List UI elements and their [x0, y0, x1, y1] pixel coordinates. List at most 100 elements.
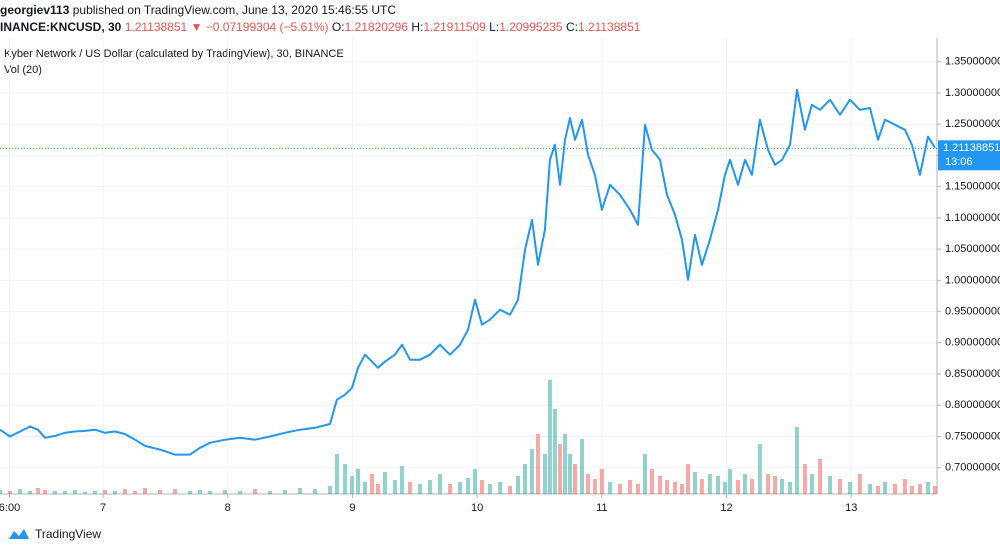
- volume-bar: [356, 469, 361, 494]
- volume-bar: [350, 476, 355, 494]
- last-price-box: [938, 140, 1000, 171]
- volume-bar: [334, 454, 339, 494]
- volume-bar: [298, 488, 303, 494]
- ohlc-value: 1.21820296: [344, 20, 408, 34]
- volume-bar: [498, 482, 503, 494]
- volume-bar: [62, 491, 67, 494]
- volume-bar: [679, 484, 684, 494]
- volume-bar: [43, 490, 48, 494]
- volume-bar: [508, 486, 513, 494]
- y-tick-label: 0.70000000: [945, 462, 1000, 474]
- volume-bar: [529, 449, 534, 494]
- volume-bar: [892, 484, 897, 494]
- y-tick-label: 0.85000000: [945, 368, 1000, 380]
- volume-bar: [427, 480, 432, 494]
- volume-bar: [917, 484, 922, 494]
- logo: [9, 529, 29, 539]
- volume-bar: [437, 474, 442, 494]
- volume-bar: [522, 464, 527, 494]
- volume-bar: [93, 491, 98, 494]
- volume-bar: [102, 490, 107, 494]
- y-tick-label: 1.35000000: [945, 56, 1000, 68]
- volume-bar: [572, 464, 577, 494]
- volume-bar: [83, 492, 88, 494]
- volume-bar: [673, 482, 678, 494]
- x-tick-label: 6:00: [0, 502, 20, 514]
- volume-bar: [327, 486, 332, 494]
- volume-bar: [857, 474, 862, 494]
- x-tick-label: 12: [720, 502, 732, 514]
- volume-bar: [779, 479, 784, 494]
- x-tick-label: 8: [225, 502, 231, 514]
- volume-bar: [343, 464, 348, 494]
- volume-bar: [362, 482, 367, 494]
- volume-bar: [133, 491, 138, 494]
- volume-bar: [902, 479, 907, 494]
- logo-shape: [9, 529, 29, 539]
- volume-bar: [36, 488, 41, 494]
- volume-bar: [448, 484, 453, 494]
- volume-bar: [516, 476, 521, 494]
- y-tick-label: 1.10000000: [945, 212, 1000, 224]
- volume-bar: [716, 476, 721, 494]
- volume-bar: [608, 482, 613, 494]
- volume-bar: [618, 484, 623, 494]
- author[interactable]: georgiev113: [0, 3, 70, 17]
- volume-bar: [143, 488, 148, 494]
- volume-bar: [466, 478, 471, 494]
- volume-bar: [28, 491, 33, 494]
- volume-bar: [802, 464, 807, 494]
- volume-bar: [723, 482, 728, 494]
- volume-bar: [794, 427, 799, 494]
- volume-bar: [692, 472, 697, 494]
- volume-bar: [635, 484, 640, 494]
- volume-bar: [207, 491, 212, 494]
- volume-bar: [642, 454, 647, 494]
- volume-bar: [699, 479, 704, 494]
- volume-bar: [809, 474, 814, 494]
- volume-bar: [542, 454, 547, 494]
- y-tick-label: 1.05000000: [945, 243, 1000, 255]
- chart: Kyber Network / US Dollar (calculated by…: [0, 38, 1000, 514]
- volume-bar: [408, 482, 413, 494]
- x-tick-label: 10: [471, 502, 483, 514]
- published: published on TradingView.com, June 13, 2…: [72, 3, 397, 17]
- volume-bar: [112, 491, 117, 494]
- ohlc-key: L:: [489, 20, 500, 34]
- volume-bar: [312, 489, 317, 494]
- x-tick-label: 13: [845, 502, 857, 514]
- volume-bar: [382, 472, 387, 494]
- volume-bar: [552, 409, 557, 494]
- volume-bar: [882, 482, 887, 494]
- volume-bar: [188, 491, 193, 494]
- volume-bar: [547, 380, 552, 494]
- volume-bar: [926, 482, 931, 494]
- volume-bar: [707, 474, 712, 494]
- volume-bar: [222, 490, 227, 494]
- volume-bar: [599, 469, 604, 494]
- volume-bar: [579, 439, 584, 494]
- volume-bar: [568, 454, 573, 494]
- y-tick-label: 1.30000000: [945, 87, 1000, 99]
- volume-bar: [592, 479, 597, 494]
- volume-bar: [52, 491, 57, 494]
- y-tick-label: 0.80000000: [945, 399, 1000, 411]
- volume-bar: [735, 480, 740, 494]
- volume-label: Vol (20): [4, 64, 42, 76]
- volume-bar: [458, 482, 463, 494]
- brand[interactable]: TradingView: [35, 527, 102, 541]
- volume-bar: [658, 476, 663, 494]
- chart-title: Kyber Network / US Dollar (calculated by…: [4, 48, 344, 60]
- volume-bar: [909, 486, 914, 494]
- volume-bar: [198, 490, 203, 494]
- volume-bar: [876, 486, 881, 494]
- volume-bar: [369, 474, 374, 494]
- volume-bar: [585, 474, 590, 494]
- y-tick-label: 1.15000000: [945, 181, 1000, 193]
- ohlc-value: 1.21138851: [577, 20, 641, 34]
- volume-bar: [933, 486, 938, 494]
- volume-bar: [282, 490, 287, 494]
- y-tick-label: 1.00000000: [945, 274, 1000, 286]
- volume-bar: [665, 480, 670, 494]
